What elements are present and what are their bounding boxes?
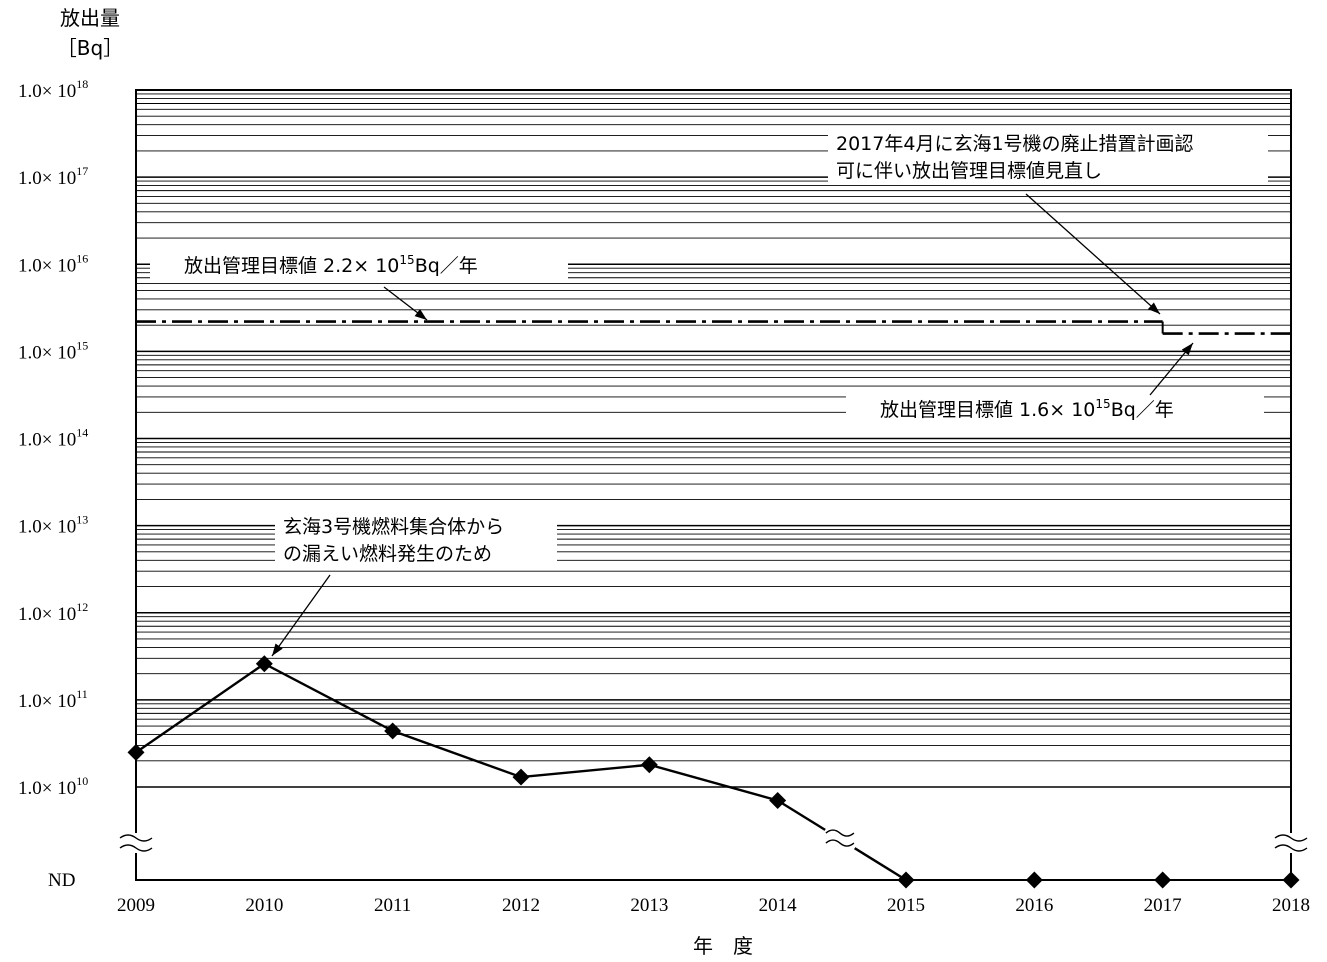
x-axis-title: 年 度 <box>693 934 753 958</box>
y-axis-title-line1: 放出量 <box>60 6 120 30</box>
annotation-arrow-head <box>272 643 283 656</box>
plot-frame <box>135 89 1292 881</box>
y-tick-label: 1.0× 1016 <box>18 251 88 276</box>
y-tick-label: 1.0× 1017 <box>18 164 88 189</box>
annotation-arrow-head <box>1181 343 1193 356</box>
x-tick-label: 2012 <box>502 895 540 916</box>
x-tick-label: 2013 <box>630 895 668 916</box>
y-tick-label: 1.0× 1011 <box>18 687 88 712</box>
y-axis-title-line2: ［Bq］ <box>57 36 123 60</box>
axis-break-mask <box>1277 833 1305 853</box>
axis-break-mark <box>119 844 153 852</box>
target-lines <box>136 320 1291 335</box>
series-break-mark <box>825 839 855 847</box>
data-point <box>1154 871 1172 889</box>
axis-break-mask <box>122 833 150 853</box>
series-break-mark <box>825 829 855 837</box>
series-line-to-nd <box>777 799 907 882</box>
annotation-arrow <box>1025 193 1161 315</box>
data-point <box>127 743 145 761</box>
annotation-target-2-2e15: 放出管理目標値 2.2× 1015Bq／年 <box>184 253 478 277</box>
data-series <box>127 655 1300 889</box>
x-tick-label: 2010 <box>245 895 283 916</box>
y-tick-label: 1.0× 1014 <box>18 426 88 451</box>
x-tick-label: 2018 <box>1272 895 1310 916</box>
annotation-arrow-head <box>1147 302 1160 314</box>
annotation-bg <box>828 128 1268 184</box>
annotation-bg <box>846 395 1264 423</box>
annotation-target-1-6e15: 放出管理目標値 1.6× 1015Bq／年 <box>880 397 1174 421</box>
gridlines <box>136 89 1291 788</box>
data-point <box>1282 871 1300 889</box>
x-tick-label: 2015 <box>887 895 925 916</box>
data-point <box>384 722 402 740</box>
data-point <box>1025 871 1043 889</box>
data-point <box>640 756 658 774</box>
x-tick-label: 2009 <box>117 895 155 916</box>
x-tick-label: 2014 <box>759 895 798 916</box>
y-tick-label: 1.0× 1018 <box>18 77 88 102</box>
y-tick-label: 1.0× 1010 <box>18 774 88 799</box>
annotation-leak-line2: の漏えい燃料発生のため <box>283 543 492 565</box>
series-line <box>135 662 778 802</box>
data-point <box>769 792 787 809</box>
data-point <box>897 871 915 889</box>
y-tick-label: 1.0× 1013 <box>18 513 88 538</box>
annotation-arrow-head <box>414 309 427 320</box>
y-tick-label: 1.0× 1015 <box>18 338 88 363</box>
annotation-revision-line2: 可に伴い放出管理目標値見直し <box>836 160 1102 182</box>
annotation-leak-line1: 玄海3号機燃料集合体から <box>283 516 504 538</box>
annotation-bg <box>150 252 568 280</box>
annotation-bg <box>275 512 557 568</box>
y-tick-label-nd: ND <box>48 870 75 891</box>
annotation-arrow <box>271 574 331 657</box>
x-tick-label: 2016 <box>1015 895 1053 916</box>
axis-break-mark <box>1274 844 1308 852</box>
axis-break-mark <box>1274 834 1308 842</box>
y-tick-label: 1.0× 1012 <box>18 600 88 625</box>
data-point <box>512 768 530 786</box>
annotation-revision-line1: 2017年4月に玄海1号機の廃止措置計画認 <box>836 133 1194 155</box>
x-tick-label: 2017 <box>1144 895 1182 916</box>
axes: 1.0× 1018 1.0× 1017 1.0× 1016 1.0× 1015 1.0×… <box>18 77 1310 916</box>
axis-break-mark <box>119 834 153 842</box>
x-tick-label: 2011 <box>374 895 411 916</box>
data-point <box>255 655 273 673</box>
